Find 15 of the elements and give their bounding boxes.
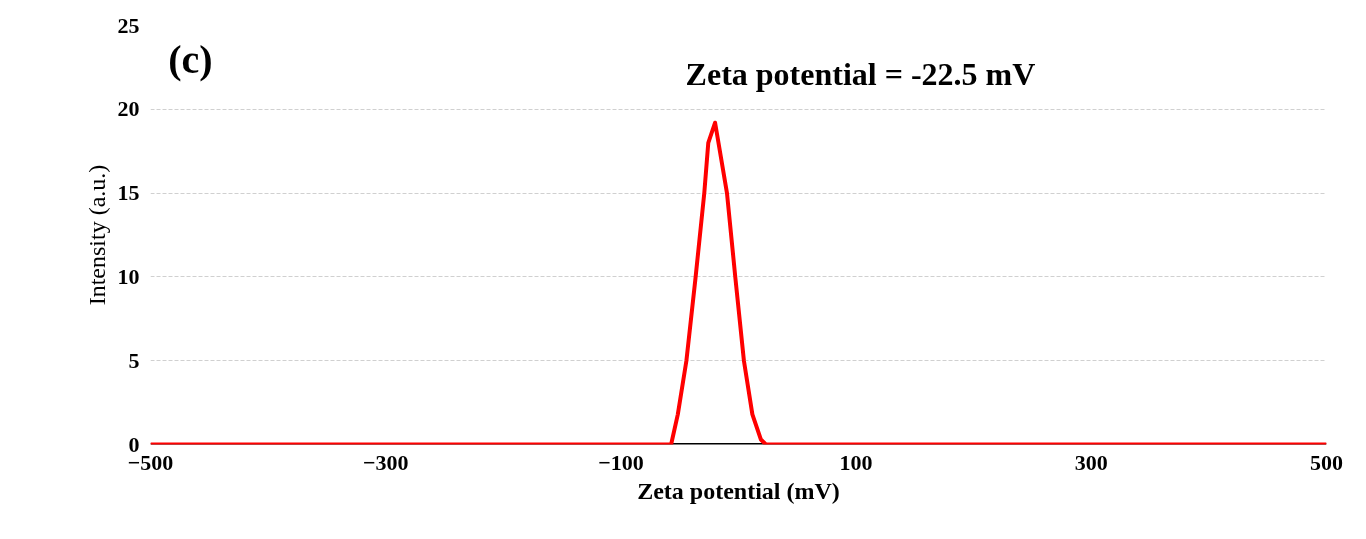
x-tick-label: 300 [1074,449,1108,475]
y-tick-label: 5 [128,347,140,373]
x-tick-label: −300 [362,449,409,475]
y-tick-label: 25 [117,12,140,38]
x-tick-label: 100 [839,449,873,475]
x-axis-title: Zeta potential (mV) [637,477,840,504]
y-tick-label: 10 [117,263,140,289]
x-tick-label: −100 [598,449,644,475]
annotation: Zeta potential = -22.5 mV [685,55,1036,92]
annotation: (c) [168,37,213,83]
x-tick-label: 500 [1310,449,1343,475]
line-series [150,120,1327,445]
y-tick-label: 20 [117,96,140,122]
y-axis-title: Intensity (a.u.) [83,164,110,306]
y-tick-label: 15 [117,180,140,206]
